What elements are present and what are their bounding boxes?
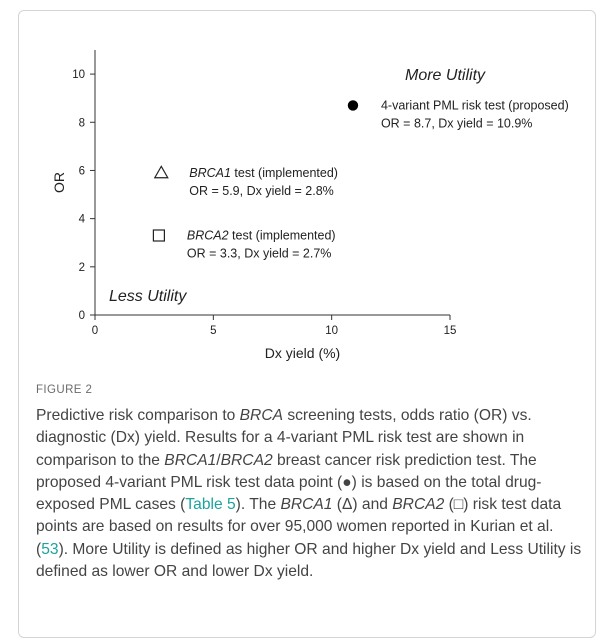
caption-text: screening tests, odds ratio (OR) vs. dia… (36, 407, 532, 469)
caption-link[interactable]: 53 (41, 540, 59, 558)
caption-text: ). More Utility is defined as higher OR … (36, 540, 582, 581)
point-marker-circle (347, 100, 359, 111)
less-utility-annotation: Less Utility (109, 288, 187, 305)
y-tick-label: 2 (79, 262, 85, 274)
point-label-desc: 4-variant PML risk test (proposed) (381, 98, 569, 112)
point-label-stats: OR = 3.3, Dx yield = 2.7% (187, 247, 332, 261)
y-tick-label: 10 (72, 69, 85, 81)
caption-text: breast cancer risk prediction test. The … (36, 451, 542, 514)
data-points: 4-variant PML risk test (proposed) OR = 8… (152, 98, 569, 261)
caption-text: (□) risk test data points are based on r… (36, 496, 562, 558)
x-tick-label: 10 (325, 325, 338, 337)
more-utility-annotation: More Utility (405, 67, 486, 84)
point-marker-triangle (153, 165, 169, 179)
point-label-name: BRCA2 test (implemented) (187, 229, 336, 243)
point-label-desc: test (implemented) (229, 229, 336, 243)
caption-link[interactable]: Table 5 (185, 496, 236, 514)
caption-italic: BRCA1 (280, 496, 333, 514)
y-tick-label: 6 (79, 165, 85, 177)
y-tick-label: 8 (79, 117, 85, 129)
figure-caption: Predictive risk comparison to BRCA scree… (36, 405, 584, 583)
caption-text: Predictive risk comparison to (36, 407, 240, 424)
caption-text: / (216, 451, 221, 469)
point-label-gene: BRCA2 (187, 229, 229, 243)
caption-italic: BRCA (239, 407, 283, 424)
x-tick-label: 5 (210, 325, 216, 337)
point-label-name: BRCA1 test (implemented) (189, 166, 338, 180)
x-axis: 0 5 10 15 (92, 314, 457, 337)
caption-italic: BRCA2 (392, 496, 445, 514)
y-axis: 0 2 4 6 8 10 (72, 50, 96, 322)
x-tick-label: 15 (444, 325, 457, 337)
point-label-stats: OR = 5.9, Dx yield = 2.8% (189, 184, 334, 198)
figure-frame (18, 10, 596, 638)
scatter-chart: 0 2 4 6 8 10 0 5 10 15 OR Dx yield (%) More Util… (51, 50, 569, 361)
caption-italic: BRCA1 (164, 451, 217, 469)
x-tick-label: 0 (92, 325, 98, 337)
point-marker-square (152, 229, 165, 242)
point-label-gene: BRCA1 (189, 166, 231, 180)
y-tick-label: 0 (79, 310, 85, 322)
point-label-name: 4-variant PML risk test (proposed) (381, 98, 569, 112)
y-tick-label: 4 (79, 214, 86, 226)
point-label-desc: test (implemented) (231, 166, 338, 180)
caption-italic: BRCA2 (220, 451, 273, 469)
point-label-stats: OR = 8.7, Dx yield = 10.9% (381, 116, 532, 130)
figure-label: FIGURE 2 (36, 384, 93, 396)
caption-text: (Δ) and (332, 496, 393, 514)
x-axis-label: Dx yield (%) (265, 345, 340, 361)
y-axis-label: OR (51, 172, 67, 193)
caption-text: ). The (235, 496, 281, 514)
